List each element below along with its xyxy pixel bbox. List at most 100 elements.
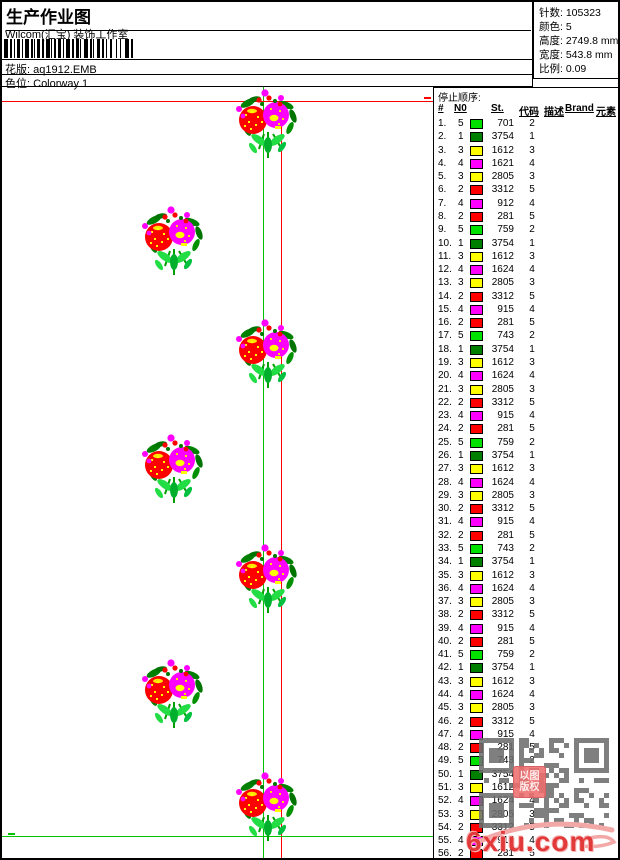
needle-number: 5 [458, 436, 464, 448]
row-index: 6. [438, 184, 447, 196]
row-index: 46. [438, 715, 452, 727]
red-tick [424, 97, 431, 99]
needle-number: 2 [458, 317, 464, 329]
table-row: 17. 5 743 2 [434, 330, 618, 343]
stitch-count: 1624 [491, 476, 514, 488]
col-header-description: 描述 [544, 107, 564, 118]
pattern-value: aq1912.EMB [33, 64, 97, 76]
row-index: 42. [438, 662, 452, 674]
color-swatch [470, 557, 483, 568]
color-code: 4 [529, 264, 535, 276]
table-row: 37. 3 2805 3 [434, 596, 618, 609]
row-index: 24. [438, 423, 452, 435]
row-index: 33. [438, 542, 452, 554]
stitch-count: 3754 [491, 662, 514, 674]
table-row: 31. 4 915 4 [434, 516, 618, 529]
table-row: 13. 3 2805 3 [434, 277, 618, 290]
color-code: 1 [529, 131, 535, 143]
color-swatch [470, 690, 483, 701]
green-tick [8, 833, 15, 835]
needle-number: 3 [458, 782, 464, 793]
table-row: 15. 4 915 4 [434, 304, 618, 317]
color-code: 2 [529, 330, 535, 342]
color-code: 3 [529, 171, 535, 183]
color-code: 4 [529, 582, 535, 594]
stitch-count: 1624 [491, 264, 514, 276]
color-code: 5 [529, 848, 535, 860]
row-index: 31. [438, 516, 452, 528]
stitch-count: 912 [497, 197, 514, 209]
table-row: 9. 5 759 2 [434, 224, 618, 237]
needle-number: 4 [458, 264, 464, 276]
row-index: 47. [438, 728, 452, 740]
colorway-row: 色位: Colorway 1 [5, 75, 88, 91]
color-swatch [470, 265, 483, 276]
col-header-brand: Brand [565, 103, 594, 114]
needle-number: 2 [458, 210, 464, 222]
barcode [4, 39, 133, 58]
color-swatch [470, 636, 483, 647]
color-code: 5 [529, 609, 535, 621]
flower-motif [235, 543, 300, 614]
color-code: 3 [529, 675, 535, 687]
stitch-count: 915 [497, 516, 514, 528]
color-swatch [470, 477, 483, 488]
needle-number: 2 [458, 290, 464, 302]
divider [2, 74, 533, 75]
color-code: 4 [529, 689, 535, 701]
table-row: 29. 3 2805 3 [434, 489, 618, 503]
flower-motif [235, 88, 300, 159]
row-index: 30. [438, 503, 452, 515]
row-index: 19. [438, 357, 452, 369]
stitch-count: 743 [497, 542, 514, 554]
table-row: 45. 3 2805 3 [434, 702, 618, 715]
row-index: 22. [438, 396, 452, 408]
row-index: 51. [438, 782, 452, 793]
needle-number: 4 [458, 689, 464, 701]
color-swatch [470, 384, 483, 395]
color-swatch [470, 729, 483, 740]
table-row: 24. 2 281 5 [434, 423, 618, 436]
color-code: 3 [529, 489, 535, 501]
table-row: 46. 2 3312 5 [434, 715, 618, 729]
color-code: 4 [529, 728, 535, 740]
table-row: 1. 5 701 2 [434, 118, 618, 131]
site-watermark: 6xiu.com [466, 826, 596, 857]
table-row: 18. 1 3754 1 [434, 344, 618, 357]
table-row: 23. 4 915 4 [434, 410, 618, 423]
color-code: 5 [529, 635, 535, 647]
color-swatch [470, 703, 483, 714]
color-code: 5 [529, 742, 535, 754]
stitch-count: 3754 [491, 450, 514, 461]
table-row: 35. 3 1612 3 [434, 570, 618, 583]
needle-number: 4 [458, 516, 464, 528]
color-code: 2 [529, 649, 535, 661]
color-code: 3 [529, 463, 535, 475]
color-code: 1 [529, 556, 535, 568]
col-header-needle: N0 [454, 103, 467, 114]
row-index: 20. [438, 370, 452, 382]
row-index: 38. [438, 609, 452, 621]
color-code: 4 [529, 795, 535, 807]
color-swatch [470, 517, 483, 528]
needle-number: 3 [458, 383, 464, 395]
row-index: 40. [438, 635, 452, 647]
color-swatch [470, 304, 483, 315]
row-index: 55. [438, 835, 452, 847]
stitch-count: 3754 [491, 237, 514, 249]
table-row: 43. 3 1612 3 [434, 675, 618, 689]
needle-number: 3 [458, 596, 464, 608]
stitch-count: 1624 [491, 582, 514, 594]
needle-number: 5 [458, 755, 464, 767]
page-title: 生产作业图 [6, 3, 531, 31]
header: 生产作业图 Wilcom(汇宝) 装饰工作室 [2, 2, 533, 90]
color-swatch [470, 278, 483, 289]
row-index: 16. [438, 317, 452, 329]
table-row: 30. 2 3312 5 [434, 503, 618, 516]
table-row: 34. 1 3754 1 [434, 556, 618, 569]
table-row: 21. 3 2805 3 [434, 383, 618, 397]
table-row: 2. 1 3754 1 [434, 131, 618, 144]
row-index: 11. [438, 250, 452, 262]
color-code: 5 [529, 715, 535, 727]
color-code: 3 [529, 808, 535, 820]
